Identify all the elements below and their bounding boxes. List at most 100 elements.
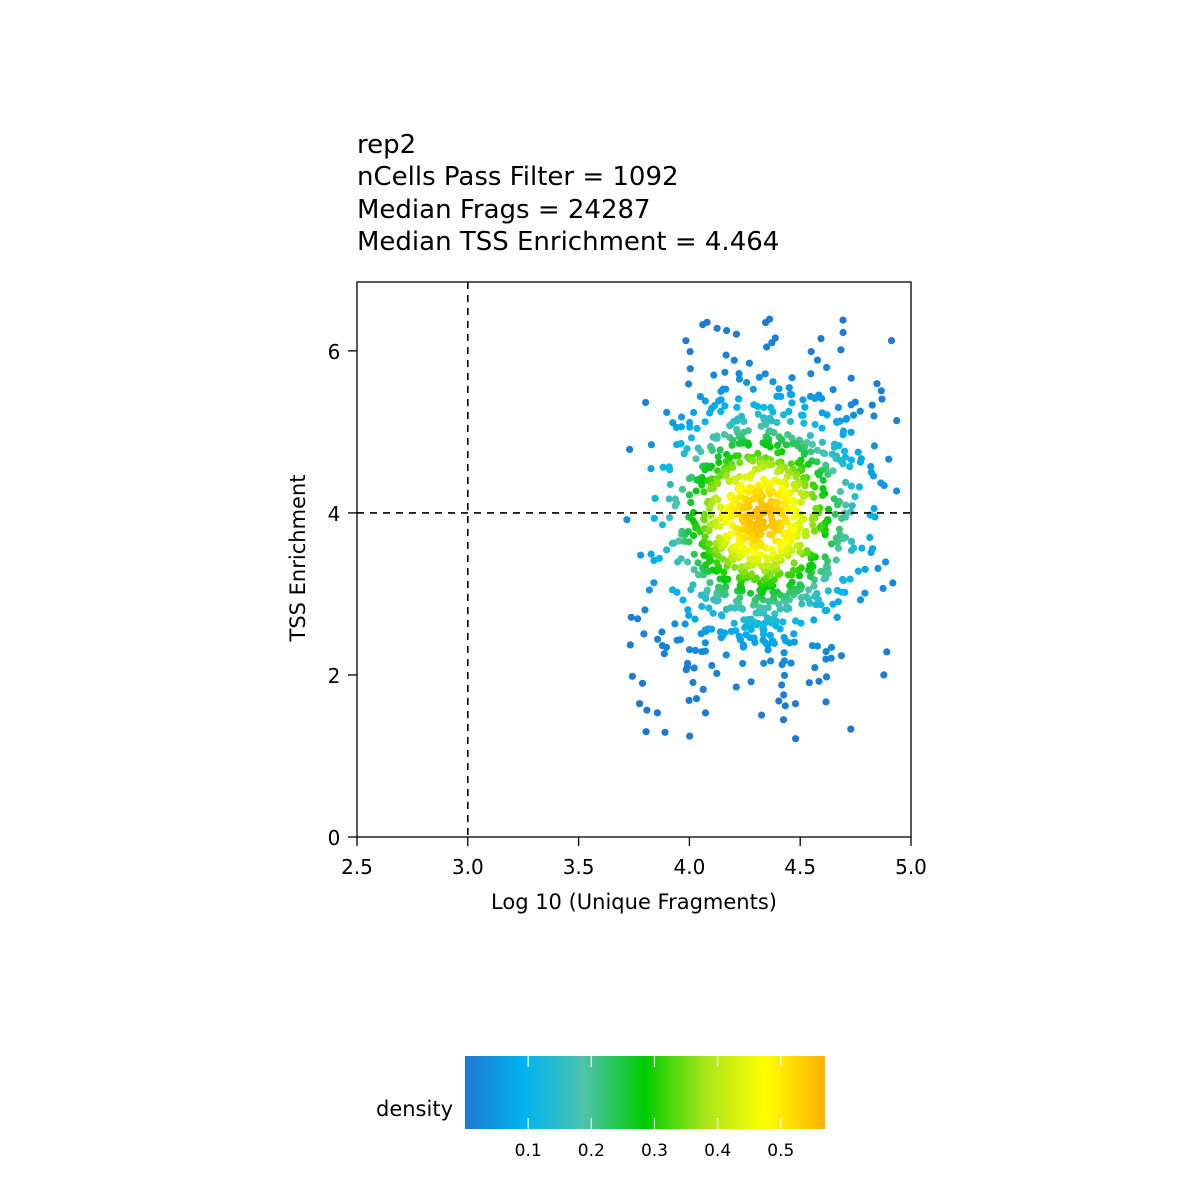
- data-point: [822, 673, 831, 681]
- data-point: [797, 619, 805, 627]
- data-point: [878, 395, 886, 403]
- data-point: [686, 348, 694, 356]
- data-point: [662, 643, 671, 651]
- y-tick-label: 6: [328, 340, 341, 364]
- data-point: [685, 611, 693, 620]
- data-point: [786, 417, 795, 426]
- data-point: [732, 627, 740, 635]
- data-point: [720, 629, 729, 637]
- legend-title: density: [376, 1097, 453, 1121]
- data-point: [827, 540, 836, 548]
- data-point: [831, 510, 840, 518]
- data-point: [889, 579, 897, 587]
- data-point: [792, 735, 800, 743]
- data-point: [777, 437, 786, 445]
- data-point: [788, 578, 796, 586]
- data-point: [800, 450, 809, 458]
- data-point: [830, 443, 839, 451]
- data-point: [824, 587, 832, 595]
- data-point: [735, 370, 743, 378]
- data-point: [747, 678, 755, 686]
- data-point: [720, 568, 728, 576]
- data-point: [688, 473, 696, 481]
- data-point: [885, 455, 893, 463]
- chart-title-median-tss: Median TSS Enrichment = 4.464: [357, 227, 780, 257]
- data-point: [765, 461, 773, 469]
- data-point: [847, 537, 856, 546]
- data-point: [692, 455, 700, 463]
- data-point: [647, 465, 655, 473]
- data-point: [760, 403, 768, 411]
- data-point: [763, 561, 771, 570]
- data-point: [808, 642, 817, 650]
- data-point: [690, 566, 698, 574]
- data-point: [658, 521, 667, 529]
- data-point: [691, 615, 699, 623]
- data-point: [728, 441, 736, 449]
- data-point: [684, 528, 692, 536]
- data-point: [701, 639, 709, 647]
- data-point: [756, 586, 764, 594]
- data-point: [792, 617, 800, 625]
- data-point: [706, 579, 714, 587]
- data-point: [745, 359, 754, 367]
- data-point: [713, 324, 721, 332]
- data-point: [745, 503, 753, 511]
- data-point: [837, 346, 845, 354]
- data-point: [744, 488, 752, 496]
- data-point: [756, 539, 765, 547]
- data-point: [760, 482, 768, 490]
- data-point: [830, 495, 838, 503]
- data-point: [828, 450, 836, 458]
- data-point: [879, 584, 887, 593]
- y-axis-title: TSS Enrichment: [286, 475, 310, 643]
- data-point: [676, 636, 685, 644]
- data-point: [833, 418, 841, 426]
- data-point: [726, 422, 734, 430]
- data-point: [706, 409, 714, 417]
- data-point: [775, 697, 783, 705]
- data-point: [766, 490, 774, 498]
- data-point: [642, 728, 650, 736]
- data-point: [769, 408, 777, 416]
- data-point: [799, 396, 807, 404]
- data-point: [689, 581, 697, 589]
- points-layer: [623, 315, 901, 743]
- data-point: [680, 450, 688, 458]
- data-point: [641, 606, 649, 614]
- data-point: [858, 544, 866, 552]
- data-point: [713, 467, 722, 475]
- data-point: [727, 530, 735, 538]
- data-point: [746, 589, 755, 597]
- data-point: [819, 449, 827, 457]
- data-point: [774, 491, 782, 499]
- legend-tick-label: 0.2: [578, 1141, 605, 1161]
- data-point: [651, 494, 659, 502]
- data-point: [700, 510, 709, 518]
- data-point: [684, 606, 692, 614]
- data-point: [773, 392, 781, 400]
- data-point: [738, 543, 747, 551]
- data-point: [834, 598, 843, 606]
- data-point: [658, 628, 666, 636]
- data-point: [861, 565, 869, 573]
- data-point: [799, 474, 808, 482]
- data-point: [673, 588, 681, 596]
- data-point: [780, 691, 788, 699]
- data-point: [773, 441, 782, 450]
- data-point: [767, 657, 775, 665]
- data-point: [839, 316, 847, 324]
- data-point: [685, 491, 694, 499]
- data-point: [815, 677, 823, 685]
- data-point: [730, 356, 738, 364]
- cutoff-lines: [357, 282, 911, 837]
- data-point: [690, 664, 698, 672]
- data-point: [781, 537, 789, 546]
- data-point: [877, 479, 885, 487]
- data-point: [825, 505, 833, 513]
- data-point: [847, 401, 855, 409]
- data-point: [773, 418, 781, 427]
- data-point: [722, 351, 730, 359]
- data-point: [679, 596, 687, 604]
- data-point: [754, 449, 762, 458]
